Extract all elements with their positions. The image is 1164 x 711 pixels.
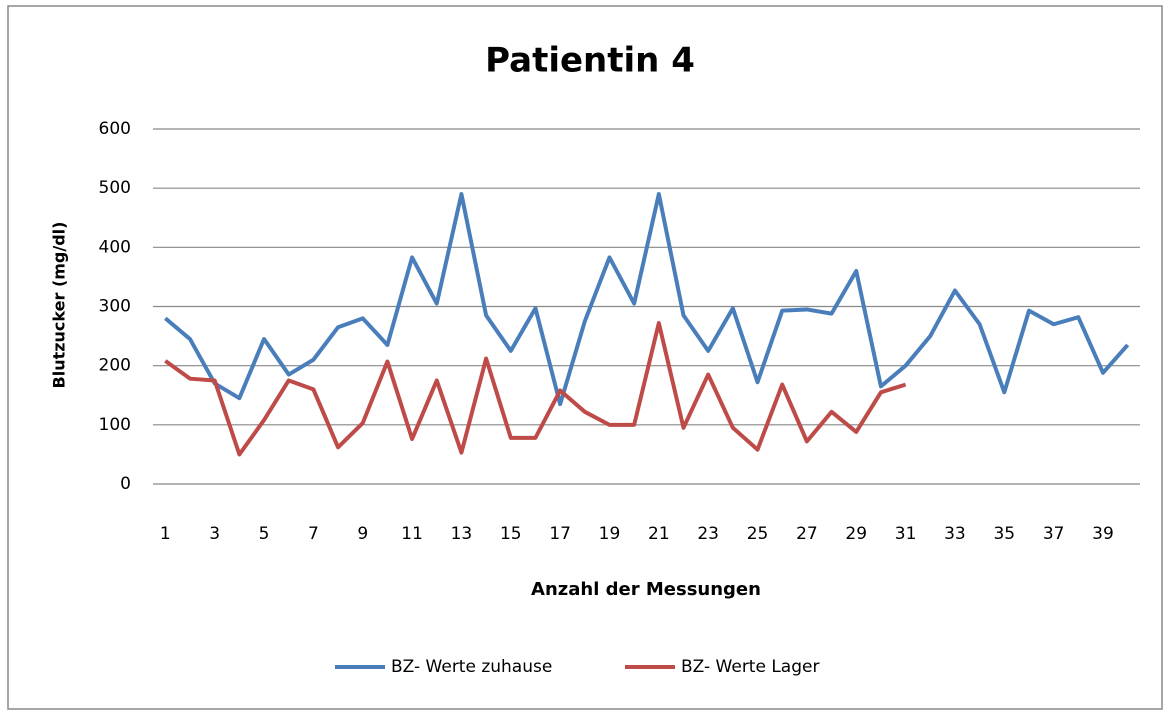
line-series <box>164 192 1130 407</box>
x-tick-label: 1 <box>160 524 171 544</box>
x-tick-label: 31 <box>895 524 917 544</box>
x-tick-label: 3 <box>209 524 220 544</box>
x-tick-label: 5 <box>259 524 270 544</box>
x-tick-label: 23 <box>697 524 719 544</box>
y-tick-label: 400 <box>99 237 131 257</box>
legend-label: BZ- Werte zuhause <box>391 657 552 677</box>
x-tick-label: 39 <box>1092 524 1114 544</box>
chart-border <box>7 5 1163 710</box>
line-series <box>164 321 907 457</box>
x-tick-label: 27 <box>796 524 818 544</box>
chart-title: Patientin 4 <box>485 41 695 81</box>
x-tick-label: 9 <box>357 524 368 544</box>
y-tick-label: 300 <box>99 297 131 317</box>
x-tick-label: 11 <box>401 524 423 544</box>
y-tick-label: 100 <box>99 415 131 435</box>
y-axis-label: Blutzucker (mg/dl) <box>50 222 69 389</box>
x-tick-label: 7 <box>308 524 319 544</box>
x-tick-label: 35 <box>993 524 1015 544</box>
x-tick-label: 21 <box>648 524 670 544</box>
x-tick-label: 15 <box>500 524 522 544</box>
y-tick-label: 500 <box>99 178 131 198</box>
legend-label: BZ- Werte Lager <box>681 657 819 677</box>
x-tick-label: 33 <box>944 524 966 544</box>
x-axis-label: Anzahl der Messungen <box>531 579 761 600</box>
x-tick-label: 19 <box>599 524 621 544</box>
x-tick-label: 25 <box>747 524 769 544</box>
x-tick-label: 37 <box>1043 524 1065 544</box>
x-tick-label: 17 <box>549 524 571 544</box>
y-tick-label: 600 <box>99 119 131 139</box>
x-tick-label: 13 <box>451 524 473 544</box>
y-tick-label: 0 <box>120 474 131 494</box>
y-tick-label: 200 <box>99 356 131 376</box>
x-tick-label: 29 <box>845 524 867 544</box>
